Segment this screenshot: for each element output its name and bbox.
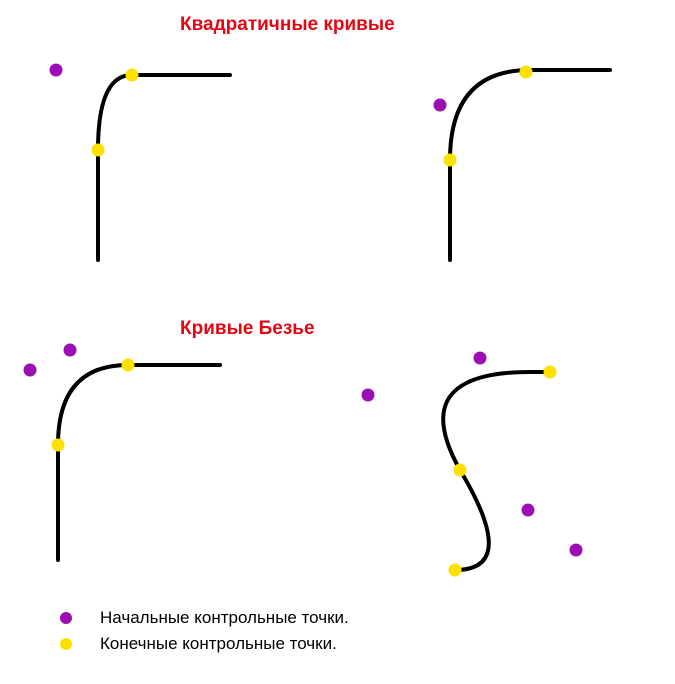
start-control-point-icon (50, 64, 63, 77)
end-control-point-icon (52, 439, 65, 452)
curve-path (450, 70, 610, 260)
legend-row-start: Начальные контрольные точки. (60, 608, 349, 628)
legend-start-dot-icon (60, 612, 72, 624)
legend-end-dot-icon (60, 638, 72, 650)
curve-path (58, 365, 220, 560)
start-control-point-icon (434, 99, 447, 112)
curve-diagram (0, 0, 675, 684)
curve-path (98, 75, 230, 260)
end-control-point-icon (126, 69, 139, 82)
end-control-point-icon (92, 144, 105, 157)
start-control-point-icon (474, 352, 487, 365)
end-control-point-icon (444, 154, 457, 167)
legend-end-label: Конечные контрольные точки. (100, 634, 337, 654)
end-control-point-icon (449, 564, 462, 577)
start-control-point-icon (24, 364, 37, 377)
start-control-point-icon (522, 504, 535, 517)
legend: Начальные контрольные точки. Конечные ко… (60, 608, 349, 660)
legend-start-label: Начальные контрольные точки. (100, 608, 349, 628)
end-control-point-icon (122, 359, 135, 372)
legend-row-end: Конечные контрольные точки. (60, 634, 349, 654)
end-control-point-icon (520, 66, 533, 79)
start-control-point-icon (64, 344, 77, 357)
start-control-point-icon (570, 544, 583, 557)
end-control-point-icon (544, 366, 557, 379)
end-control-point-icon (454, 464, 467, 477)
start-control-point-icon (362, 389, 375, 402)
